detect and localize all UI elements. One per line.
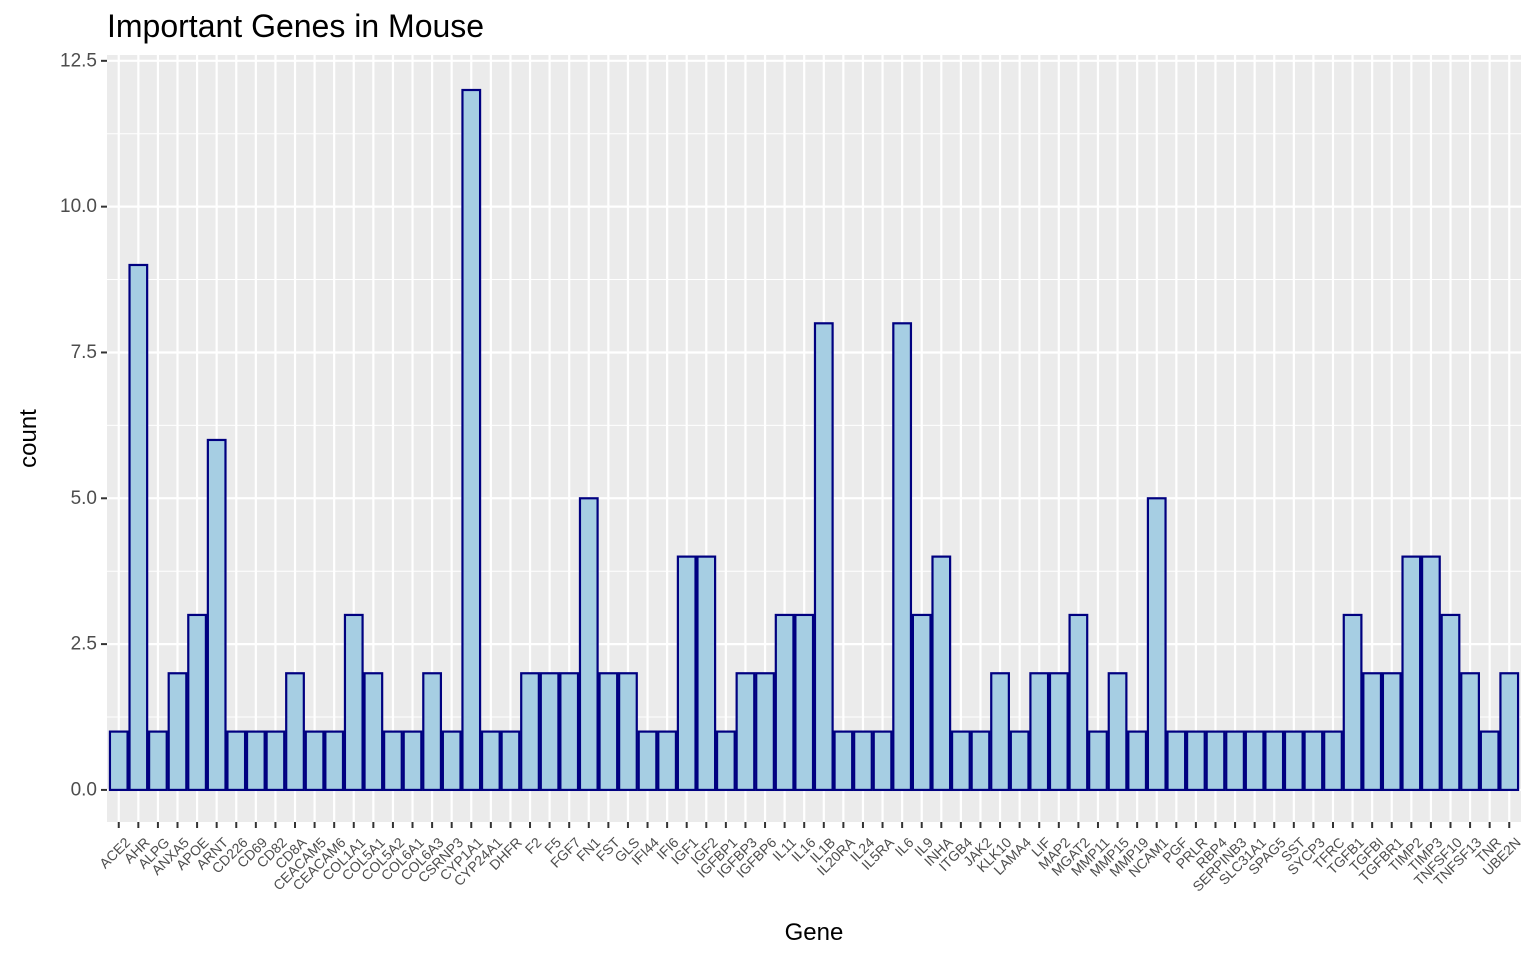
chart-title: Important Genes in Mouse [107,8,485,44]
bar [304,730,325,792]
y-tick-label: 12.5 [60,50,97,71]
bar [245,730,266,792]
bar [402,730,423,792]
bar [578,497,599,792]
bar [1244,730,1265,792]
bar [1362,672,1383,792]
bar [970,730,991,792]
y-tick-label: 2.5 [71,634,97,655]
bar [1342,613,1363,792]
bar [148,730,168,792]
bar [265,730,286,792]
bar [343,613,364,792]
bar [950,730,971,792]
bar [735,672,756,792]
bar [383,730,403,792]
bar [1107,672,1128,792]
bar [559,672,580,792]
bar [774,613,795,792]
bar [1303,730,1324,792]
bar [618,672,638,792]
bar [1381,672,1402,792]
bar [480,730,501,792]
x-axis: ACE2AHRALPGANXA5APOEARNTCD226CD69CD82CD8… [96,822,1524,894]
bar [108,730,129,792]
bar [441,730,462,792]
bar [1009,730,1030,792]
bar [128,263,149,792]
bar [226,730,247,792]
y-tick-label: 7.5 [71,342,97,363]
bar [1048,672,1069,792]
bar [1264,730,1285,792]
bar [1420,555,1441,792]
bar [1225,730,1245,792]
bar [324,730,345,792]
bar [794,613,815,792]
bar [813,322,834,792]
bar [892,322,913,792]
bar [539,672,560,792]
bar [853,730,873,792]
bar [598,672,619,792]
bar [696,555,717,792]
y-axis-title: count [15,409,42,468]
bar [637,730,658,792]
bar [1283,730,1304,792]
bar [1127,730,1148,792]
bar [657,730,678,792]
bar [1088,730,1108,792]
bar [990,672,1010,792]
bar [1401,555,1422,792]
bars [108,88,1520,792]
bar [1499,672,1520,792]
bar [167,672,188,792]
x-axis-title: Gene [785,919,844,946]
bar [461,88,482,792]
bar [931,555,952,792]
bar [1146,497,1167,792]
bar [1323,730,1343,792]
bar [1479,730,1500,792]
bar [833,730,854,792]
bar [363,672,384,792]
bar [1440,613,1461,792]
y-tick-label: 10.0 [60,196,97,217]
bar [676,555,697,792]
bar [755,672,775,792]
bar [911,613,932,792]
y-tick-label: 0.0 [71,779,97,800]
bar [1068,613,1089,792]
bar [715,730,736,792]
y-tick-label: 5.0 [71,488,97,509]
bar [1185,730,1206,792]
bar [206,438,227,792]
bar [285,672,305,792]
bar [1029,672,1050,792]
bar [520,672,540,792]
bar [187,613,208,792]
bar [422,672,443,792]
y-axis: 0.0 2.5 5.0 7.5 10.0 12.5 [60,50,107,800]
bar [1166,730,1187,792]
bar [1205,730,1226,792]
bar [500,730,521,792]
bar [1460,672,1480,792]
bar [872,730,893,792]
